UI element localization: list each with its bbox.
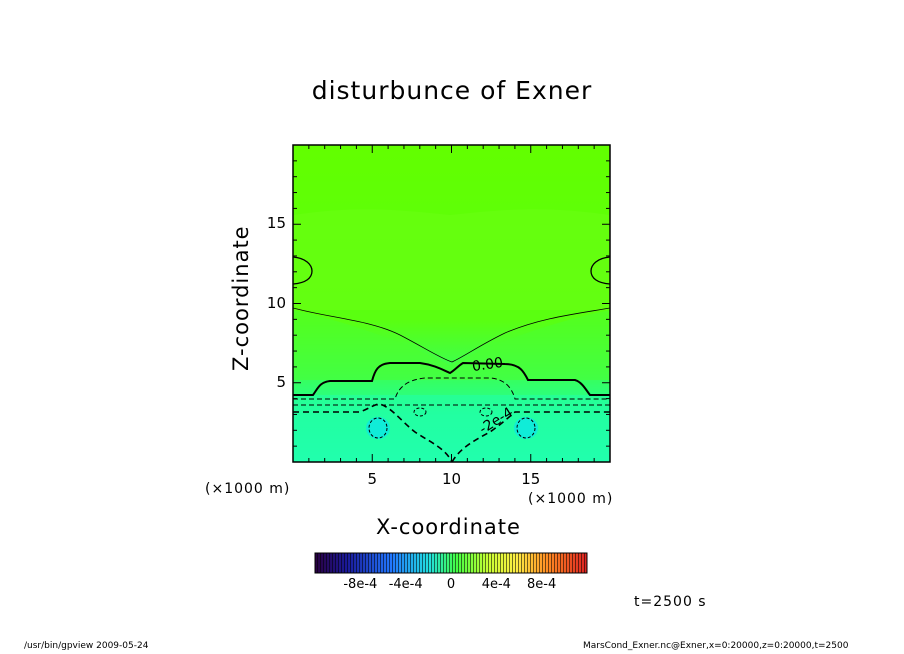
colorbar-tick-label: -4e-4 <box>388 577 423 592</box>
time-label: t=2500 s <box>634 594 707 610</box>
chart-title: disturbunce of Exner <box>311 76 593 105</box>
colorbar-tick-label: 0 <box>446 577 456 592</box>
contour-line-zero <box>293 361 610 396</box>
y-tick-label: 15 <box>266 214 286 233</box>
x-tick-label: 5 <box>367 470 378 488</box>
footer-right: MarsCond_Exner.nc@Exner,x=0:20000,z=0:20… <box>583 641 849 651</box>
colorbar-tick-label: -8e-4 <box>343 577 378 592</box>
colorbar-tick-label: 8e-4 <box>527 577 557 592</box>
colorbar-tick-label: 4e-4 <box>481 577 511 592</box>
y-unit-label: (×1000 m) <box>205 481 291 497</box>
y-tick-label: 10 <box>266 293 286 312</box>
y-axis-title: Z-coordinate <box>229 225 253 371</box>
y-tick-label: 5 <box>276 372 286 391</box>
axis-ticks <box>293 145 610 462</box>
footer-left: /usr/bin/gpview 2009-05-24 <box>24 641 149 651</box>
contour-field <box>293 145 610 462</box>
x-unit-label: (×1000 m) <box>528 491 614 507</box>
contour-line-thin <box>293 307 610 363</box>
contour-line-neg <box>293 403 453 462</box>
x-axis-title: X-coordinate <box>376 515 521 539</box>
x-tick-label: 10 <box>441 470 462 488</box>
x-tick-label: 15 <box>521 470 541 488</box>
